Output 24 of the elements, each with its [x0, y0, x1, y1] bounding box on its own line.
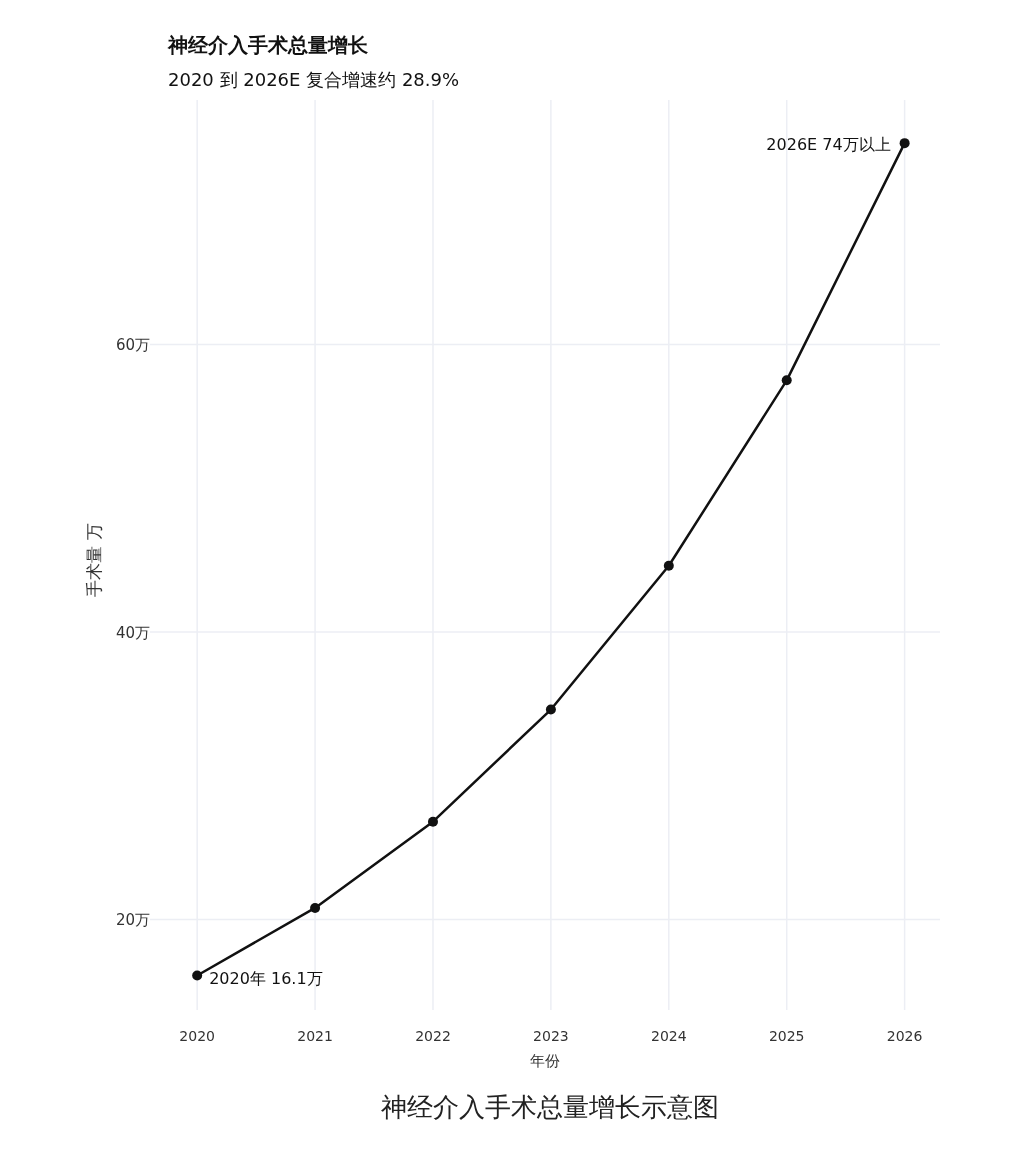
point [427, 816, 438, 827]
point [781, 375, 792, 386]
point [545, 704, 556, 715]
x-tick-label: 2024 [650, 1028, 687, 1044]
x-tick-label: 2020 [179, 1028, 215, 1044]
x-tick-label: 2025 [768, 1028, 805, 1044]
chart-title: 神经介入手术总量增长 [167, 33, 369, 57]
x-tick-label: 2022 [415, 1028, 451, 1044]
y-axis-title: 手术量 万 [84, 523, 104, 597]
annotation: 2020年 16.1万 [209, 969, 323, 989]
point [663, 560, 674, 571]
point [192, 970, 203, 981]
x-tick-label: 2021 [297, 1028, 333, 1044]
point [310, 902, 321, 913]
text: 神经介入手术总量增长示意图 [381, 1092, 719, 1122]
annotation: 2026E 74万以上 [766, 135, 891, 155]
y-tick-label: 60万 [115, 336, 150, 355]
x-tick-label: 2023 [533, 1028, 569, 1044]
x-tick-label: 2026 [886, 1028, 923, 1044]
y-tick-label: 40万 [115, 623, 150, 642]
y-tick-label: 20万 [115, 911, 150, 930]
chart-subtitle: 2020 到 2026E 复合增速约 28.9% [168, 69, 460, 90]
x-axis-title: 年份 [530, 1052, 560, 1070]
point [899, 138, 910, 149]
